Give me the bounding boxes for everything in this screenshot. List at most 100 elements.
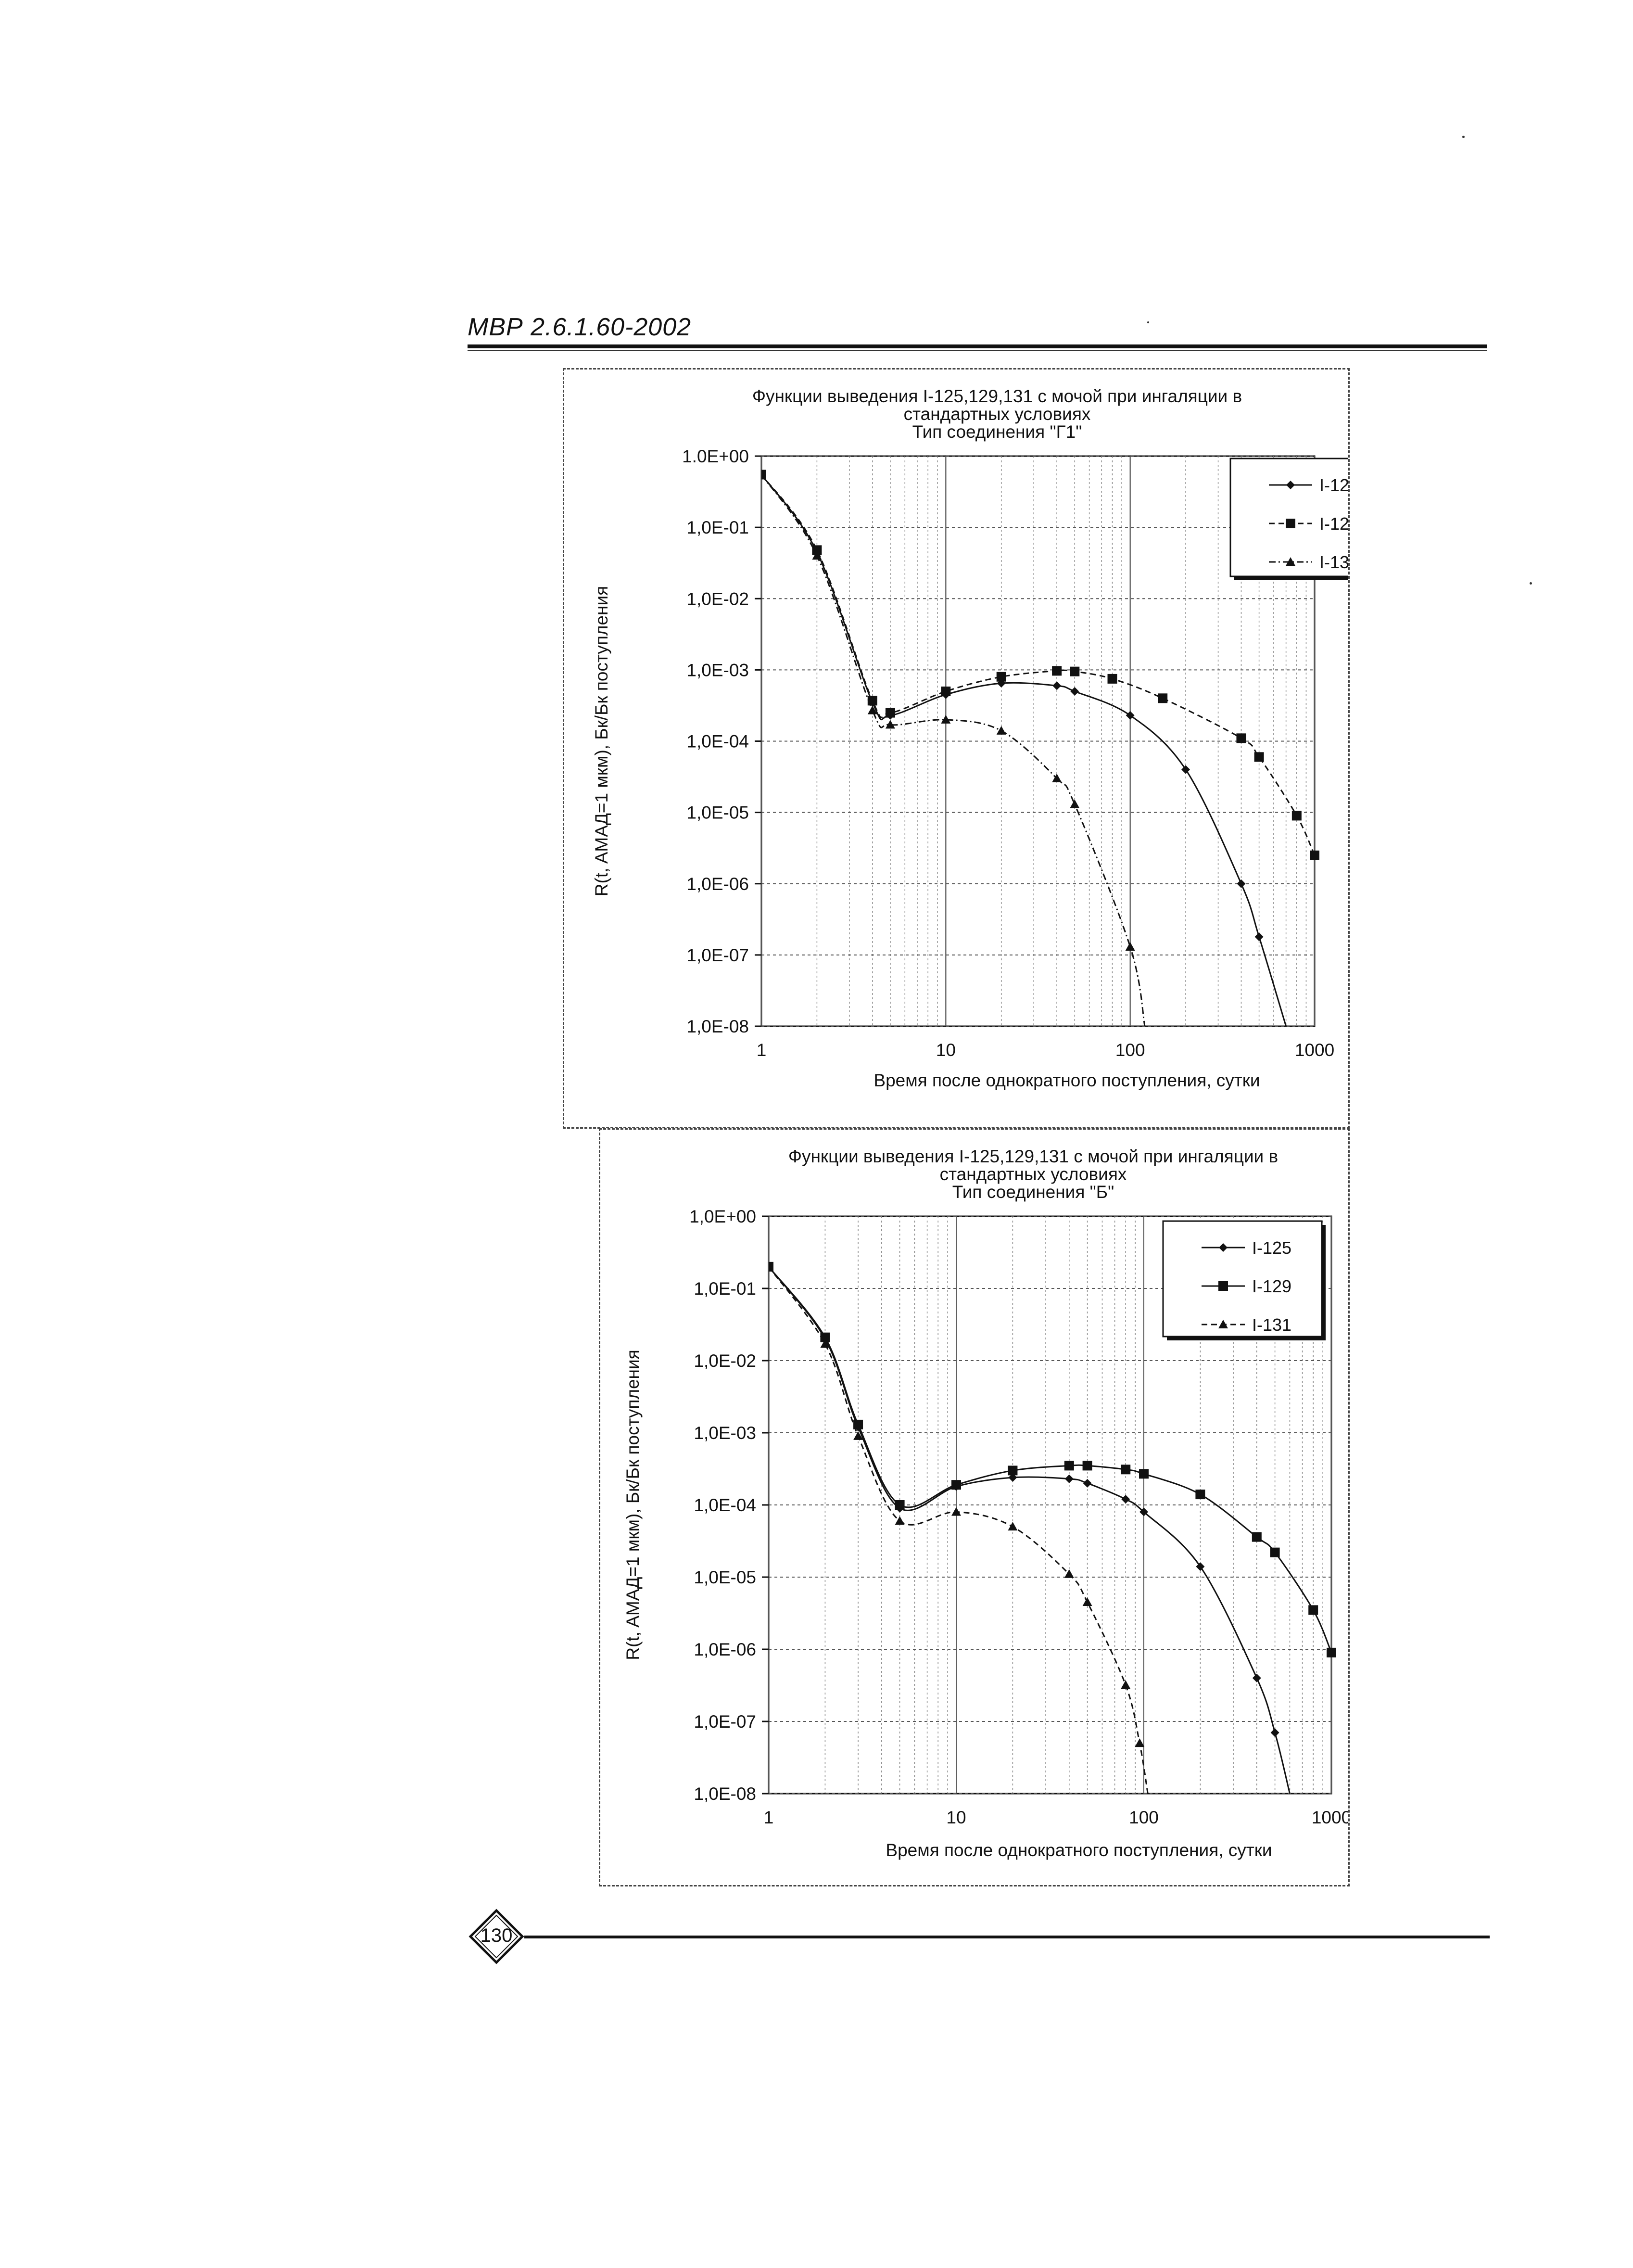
x-tick-label: 1000 <box>1312 1808 1348 1827</box>
legend-label: I-131 <box>1252 1315 1291 1335</box>
page-number-badge <box>468 1909 524 1964</box>
plot-area <box>760 455 1316 1027</box>
data-point-triangle <box>1286 557 1295 566</box>
data-point-square <box>885 708 895 718</box>
data-point-square <box>1195 1490 1205 1500</box>
data-point-square <box>1082 1461 1092 1471</box>
chart-panel-b: Функции выведения I-125,129,131 с мочой … <box>599 1128 1350 1886</box>
chart-title-line: Тип соединения "Б" <box>952 1182 1114 1202</box>
scan-speck <box>1147 321 1149 323</box>
y-tick-label: 1,0E-04 <box>686 732 749 752</box>
data-point-diamond <box>1254 932 1264 942</box>
data-point-square <box>1310 850 1319 860</box>
data-point-triangle <box>820 1339 830 1348</box>
x-axis-label: Время после однократного поступления, су… <box>873 1070 1260 1090</box>
series-line <box>769 1266 1149 1794</box>
data-point-triangle <box>1082 1597 1092 1606</box>
data-point-square <box>1008 1465 1018 1476</box>
x-tick-label: 1 <box>757 1040 767 1060</box>
x-tick-label: 100 <box>1129 1808 1159 1827</box>
y-tick-label: 1,0E-02 <box>694 1351 756 1371</box>
chart-g1: Функции выведения I-125,129,131 с мочой … <box>592 386 1348 1090</box>
data-point-square <box>1064 1461 1074 1471</box>
header-rule-thin <box>468 350 1487 351</box>
data-point-diamond <box>1083 1478 1092 1488</box>
y-tick-label: 1,0E-08 <box>686 1017 749 1036</box>
data-point-triangle <box>812 551 822 560</box>
data-point-diamond <box>1052 681 1062 690</box>
data-point-diamond <box>1252 1673 1261 1682</box>
data-point-square <box>951 1480 961 1490</box>
data-point-square <box>1236 733 1246 743</box>
y-tick-label: 1,0E-02 <box>686 589 749 609</box>
legend-label: I-129 <box>1319 514 1348 534</box>
y-axis-label: R(t, AMAД=1 мкм), Бк/Бк поступления <box>592 586 611 896</box>
page-footer: 130 <box>468 1908 1490 1970</box>
y-tick-label: 1,0E-05 <box>686 803 749 823</box>
data-point-diamond <box>1196 1562 1205 1571</box>
legend-label: I-125 <box>1252 1238 1291 1258</box>
data-point-square <box>895 1500 905 1510</box>
data-point-diamond <box>1064 1474 1074 1483</box>
data-point-square <box>853 1419 863 1429</box>
y-tick-label: 1,0E-03 <box>694 1423 756 1443</box>
chart-b: Функции выведения I-125,129,131 с мочой … <box>623 1147 1348 1860</box>
data-point-square <box>1327 1647 1336 1657</box>
data-point-diamond <box>1181 765 1190 774</box>
series-line <box>761 474 1146 1026</box>
y-tick-label: 1,0E-01 <box>694 1279 756 1299</box>
grid-lines <box>761 456 1315 1027</box>
y-tick-label: 1,0E-08 <box>694 1784 756 1804</box>
legend: I-125 I-129 I-131 <box>1162 1220 1326 1340</box>
data-point-triangle <box>1052 773 1062 782</box>
data-point-diamond <box>1070 687 1079 696</box>
y-tick-label: 1,0E-01 <box>686 518 749 537</box>
data-point-triangle <box>1218 1320 1228 1328</box>
data-point-triangle <box>867 705 877 714</box>
data-point-square <box>1121 1465 1131 1475</box>
data-point-square <box>996 672 1006 682</box>
data-point-triangle <box>941 714 951 724</box>
y-tick-label: 1,0E-06 <box>694 1640 756 1659</box>
x-axis-label: Время после однократного поступления, су… <box>886 1840 1272 1860</box>
x-tick-label: 1000 <box>1295 1040 1334 1060</box>
y-axis-label: R(t, AMAД=1 мкм), Бк/Бк поступления <box>623 1350 643 1660</box>
header-rule <box>468 344 1487 348</box>
data-point-square <box>812 545 822 555</box>
chart-title-line: Функции выведения I-125,129,131 с мочой … <box>788 1147 1278 1166</box>
scan-speck <box>1462 136 1465 138</box>
legend-label: I-125 <box>1319 475 1348 495</box>
chart-panel-g1: Функции выведения I-125,129,131 с мочой … <box>563 368 1350 1129</box>
data-point-diamond <box>1237 879 1246 888</box>
data-point-diamond <box>1126 711 1135 720</box>
x-tick-label: 10 <box>946 1808 966 1827</box>
chart-title-line: Тип соединения "Г1" <box>912 422 1082 442</box>
data-point-square <box>1158 693 1168 703</box>
footer-rule <box>524 1936 1490 1938</box>
y-tick-label: 1,0E-04 <box>694 1495 756 1515</box>
data-point-square <box>1070 666 1080 676</box>
chart-title-line: стандартных условиях <box>940 1164 1127 1184</box>
y-tick-label: 1,0E+00 <box>689 1207 756 1226</box>
chart-title-line: стандартных условиях <box>904 404 1091 424</box>
legend-box <box>1229 458 1348 577</box>
data-point-triangle <box>853 1431 863 1440</box>
y-tick-label: 1,0E-07 <box>686 945 749 965</box>
data-point-triangle <box>895 1516 905 1525</box>
data-point-square <box>1139 1469 1149 1479</box>
chart-title-line: Функции выведения I-125,129,131 с мочой … <box>752 386 1242 406</box>
data-point-diamond <box>1286 481 1295 489</box>
document-header-title: МВР 2.6.1.60-2002 <box>468 313 692 341</box>
data-point-diamond <box>1139 1507 1148 1516</box>
data-point-triangle <box>1070 799 1080 808</box>
data-point-triangle <box>1008 1522 1018 1531</box>
y-tick-label: 1,0E-05 <box>694 1567 756 1587</box>
x-tick-label: 10 <box>936 1040 956 1060</box>
data-point-triangle <box>996 726 1006 735</box>
data-point-triangle <box>1064 1569 1074 1578</box>
legend-label: I-131 <box>1319 552 1348 572</box>
data-point-square <box>1291 811 1302 821</box>
data-point-triangle <box>1135 1738 1145 1747</box>
x-tick-label: 100 <box>1115 1040 1145 1060</box>
data-point-square <box>1107 674 1117 684</box>
